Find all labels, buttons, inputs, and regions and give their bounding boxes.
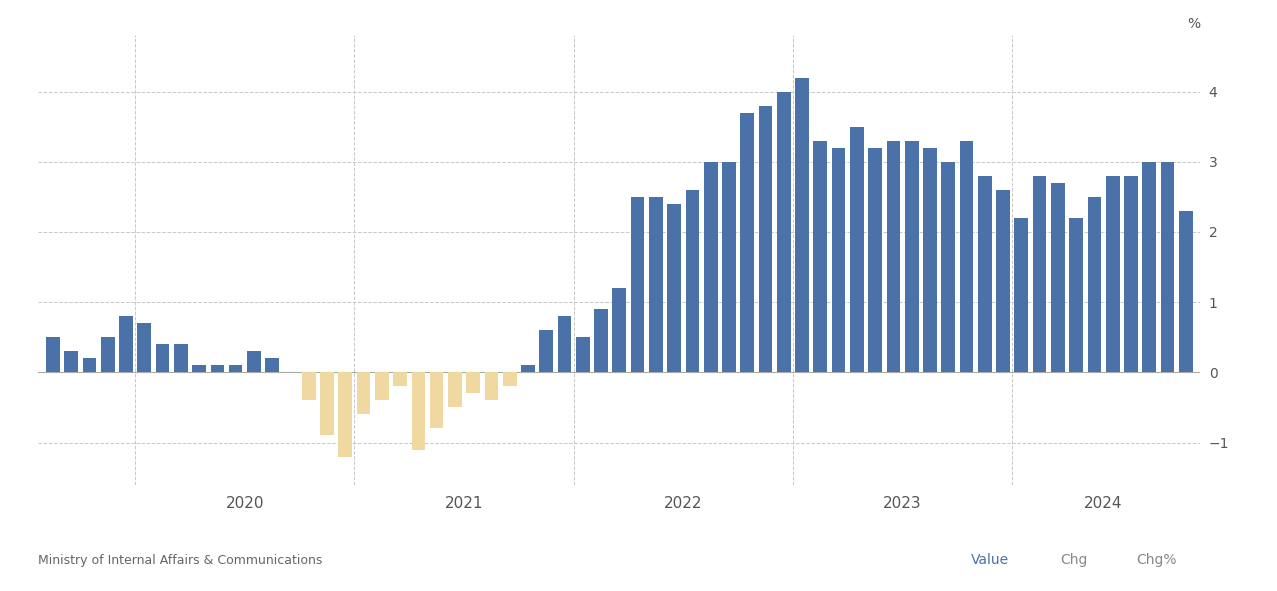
Bar xyxy=(686,190,700,372)
Text: Ministry of Internal Affairs & Communications: Ministry of Internal Affairs & Communica… xyxy=(38,554,323,567)
Bar xyxy=(375,372,388,401)
Bar xyxy=(193,365,206,372)
Bar xyxy=(393,372,407,387)
Bar xyxy=(246,351,261,372)
Bar xyxy=(466,372,480,394)
Bar xyxy=(211,365,225,372)
Bar xyxy=(759,106,773,372)
Bar xyxy=(868,148,882,372)
Text: Chg%: Chg% xyxy=(1137,553,1177,567)
Bar xyxy=(321,372,333,436)
Bar xyxy=(266,358,280,372)
Bar xyxy=(886,141,900,372)
Bar xyxy=(813,141,827,372)
Bar xyxy=(229,365,243,372)
Bar xyxy=(430,372,443,428)
Bar xyxy=(174,344,188,372)
Bar xyxy=(46,337,60,372)
Bar xyxy=(850,126,863,372)
Bar xyxy=(301,372,315,401)
Bar xyxy=(831,148,845,372)
Bar xyxy=(558,316,571,372)
Bar xyxy=(704,162,718,372)
Bar xyxy=(594,309,608,372)
Bar xyxy=(1051,183,1065,372)
Bar xyxy=(521,365,535,372)
Bar xyxy=(338,372,352,456)
Bar xyxy=(1161,162,1175,372)
Bar xyxy=(156,344,170,372)
Bar xyxy=(1179,211,1193,372)
Bar xyxy=(138,323,151,372)
Bar xyxy=(411,372,425,450)
Bar xyxy=(1143,162,1156,372)
Bar xyxy=(668,204,681,372)
Bar xyxy=(576,337,590,372)
Bar xyxy=(64,351,78,372)
Bar xyxy=(448,372,462,407)
Bar xyxy=(1014,218,1028,372)
Bar xyxy=(941,162,955,372)
Bar xyxy=(1033,176,1046,372)
Text: Chg: Chg xyxy=(1060,553,1087,567)
Bar xyxy=(539,330,553,372)
Bar xyxy=(978,176,992,372)
Bar xyxy=(959,141,973,372)
Bar xyxy=(1106,176,1120,372)
Bar xyxy=(722,162,736,372)
Bar xyxy=(1124,176,1138,372)
Bar xyxy=(649,197,663,372)
Text: %: % xyxy=(1188,17,1200,31)
Bar xyxy=(776,92,790,372)
Bar xyxy=(83,358,96,372)
Bar xyxy=(631,197,645,372)
Bar xyxy=(905,141,918,372)
Text: Value: Value xyxy=(971,553,1009,567)
Bar xyxy=(484,372,498,401)
Bar xyxy=(613,288,626,372)
Bar xyxy=(1069,218,1083,372)
Bar xyxy=(996,190,1010,372)
Bar xyxy=(1088,197,1101,372)
Bar xyxy=(356,372,370,414)
Bar xyxy=(741,113,755,372)
Bar xyxy=(923,148,937,372)
Bar xyxy=(119,316,133,372)
Bar xyxy=(796,77,808,372)
Bar xyxy=(503,372,517,387)
Bar xyxy=(101,337,115,372)
